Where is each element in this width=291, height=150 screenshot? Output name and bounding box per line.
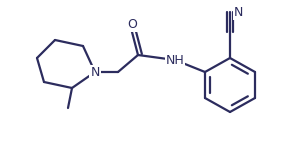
Text: N: N <box>234 6 243 18</box>
Text: N: N <box>90 66 100 78</box>
Text: O: O <box>127 18 137 31</box>
Text: NH: NH <box>166 54 184 66</box>
